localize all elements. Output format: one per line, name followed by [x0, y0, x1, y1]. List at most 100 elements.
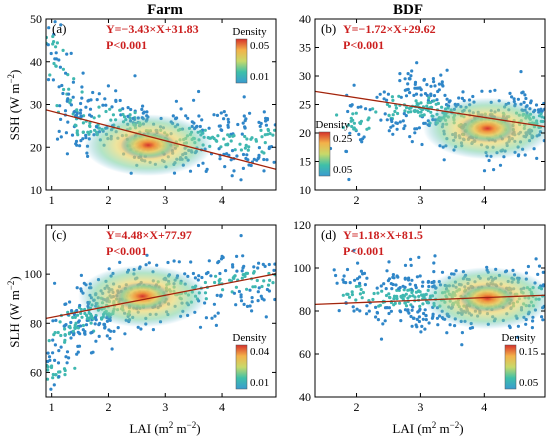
data-point — [414, 323, 418, 327]
data-point — [223, 165, 227, 169]
data-point — [362, 271, 367, 275]
data-point — [335, 281, 339, 285]
data-point — [385, 118, 389, 122]
data-point — [406, 72, 410, 76]
data-point — [49, 365, 54, 370]
data-point — [266, 132, 270, 136]
data-point — [397, 94, 401, 98]
data-point — [410, 290, 414, 295]
data-point — [75, 308, 79, 313]
data-point — [53, 20, 57, 24]
data-point — [197, 114, 201, 118]
data-point — [58, 320, 62, 324]
data-point — [94, 339, 98, 343]
data-point — [63, 333, 67, 337]
data-point — [88, 107, 93, 111]
data-point — [252, 157, 256, 161]
data-point — [89, 114, 94, 118]
data-point — [241, 254, 245, 258]
data-point — [260, 297, 264, 301]
data-point — [57, 129, 61, 133]
data-point — [374, 315, 378, 319]
data-point — [54, 57, 59, 61]
data-point — [217, 259, 221, 264]
data-point — [192, 98, 196, 102]
data-point — [414, 290, 418, 294]
data-point — [387, 260, 391, 264]
data-point — [234, 303, 238, 307]
data-point — [415, 127, 419, 131]
data-point — [492, 168, 496, 172]
y-tick-label: 40 — [299, 390, 311, 404]
data-point — [105, 334, 109, 338]
data-point — [232, 291, 236, 295]
data-point — [391, 273, 395, 277]
data-point — [408, 294, 412, 298]
data-point — [498, 163, 503, 167]
x-tick-label: 3 — [417, 400, 423, 414]
data-point — [437, 82, 441, 86]
data-point — [346, 292, 350, 296]
data-point — [84, 323, 89, 327]
data-point — [273, 123, 276, 127]
data-point — [415, 275, 419, 279]
data-point — [71, 329, 75, 333]
data-point — [172, 259, 176, 263]
data-point — [242, 95, 246, 99]
data-point — [245, 137, 249, 141]
data-point — [359, 105, 363, 109]
data-point — [151, 328, 155, 332]
data-point — [91, 90, 95, 95]
data-point — [387, 104, 392, 108]
colorbar-tick-label: 0.01 — [250, 71, 269, 83]
data-point — [79, 114, 83, 118]
data-point — [78, 303, 82, 308]
data-point — [265, 118, 269, 122]
data-point — [406, 296, 410, 300]
data-point — [337, 309, 341, 313]
panel-label: (a) — [52, 21, 66, 36]
data-point — [219, 111, 223, 115]
data-point — [254, 139, 258, 143]
data-point — [233, 148, 237, 152]
x-tick-label: 2 — [105, 193, 111, 207]
data-point — [408, 282, 412, 286]
data-point — [380, 289, 384, 293]
data-point — [396, 275, 400, 279]
data-point — [51, 338, 55, 342]
data-point — [410, 324, 414, 328]
data-point — [214, 323, 218, 327]
data-point — [383, 112, 387, 116]
data-point — [413, 109, 417, 114]
data-point — [272, 268, 276, 272]
data-point — [74, 139, 79, 143]
data-point — [435, 98, 439, 102]
data-point — [419, 93, 423, 97]
y-tick-label: 50 — [30, 12, 42, 26]
data-point — [69, 103, 73, 107]
data-point — [74, 113, 78, 117]
regression-equation: Y=−1.72×X+29.62 — [343, 22, 436, 36]
y-tick-label: 30 — [30, 98, 42, 112]
data-point — [535, 156, 539, 160]
data-point — [67, 92, 71, 96]
data-point — [80, 85, 84, 89]
panel-label: (b) — [321, 21, 336, 36]
data-point — [418, 304, 422, 308]
data-point — [420, 324, 424, 328]
data-point — [87, 98, 91, 102]
data-point — [375, 95, 379, 99]
data-point — [88, 121, 92, 125]
data-point — [246, 148, 250, 152]
data-point — [46, 78, 51, 82]
colorbar: Density 0.05 0.01 — [232, 26, 270, 84]
data-point — [72, 312, 76, 317]
data-point — [239, 178, 243, 182]
data-point — [488, 89, 492, 93]
data-point — [390, 95, 394, 99]
data-point — [224, 113, 228, 117]
data-point — [118, 108, 122, 112]
data-point — [116, 326, 120, 330]
data-point — [394, 106, 398, 110]
data-point — [423, 327, 427, 331]
